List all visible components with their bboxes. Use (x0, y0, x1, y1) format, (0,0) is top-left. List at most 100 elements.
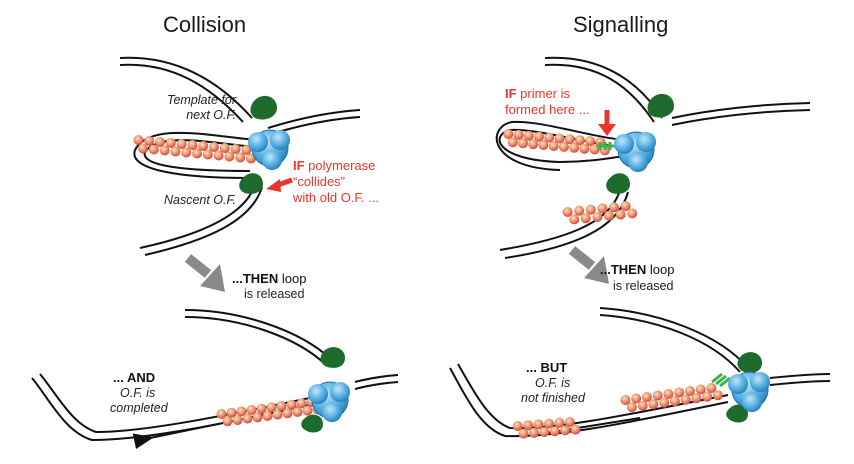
okazaki-bead (597, 203, 608, 214)
okazaki-bead (592, 212, 603, 222)
template-label: Template for (167, 93, 237, 107)
okazaki-bead (564, 134, 575, 145)
helicase-icon (726, 352, 762, 423)
okazaki-bead (691, 393, 702, 404)
okazaki-bead (570, 424, 581, 435)
polymerase-icon (728, 371, 770, 412)
okazaki-bead (684, 386, 695, 396)
okazaki-bead (222, 416, 233, 427)
arrow-icon (184, 254, 225, 292)
okazaki-fragment (503, 129, 610, 156)
okazaki-bead (266, 402, 277, 413)
okazaki-bead (198, 141, 209, 151)
okazaki-bead (569, 214, 580, 225)
collision-result-line2: O.F. is (120, 386, 155, 400)
polymerase-icon (614, 131, 656, 172)
okazaki-bead (155, 137, 165, 147)
okazaki-bead (144, 136, 155, 146)
okazaki-bead (202, 149, 213, 160)
okazaki-fragment (620, 383, 723, 413)
collision-if-line2: “collides” (293, 174, 345, 189)
okazaki-bead (302, 405, 313, 416)
okazaki-bead (213, 150, 224, 161)
okazaki-bead (548, 141, 559, 151)
collision-result-line1: ... AND (113, 370, 155, 385)
okazaki-bead (641, 392, 652, 402)
okazaki-bead (539, 427, 550, 437)
collision-bottom-diagram (31, 309, 399, 450)
okazaki-bead (513, 129, 524, 140)
okazaki-bead (512, 421, 523, 431)
okazaki-bead (523, 130, 534, 141)
okazaki-bead (242, 413, 253, 424)
okazaki-bead (181, 147, 192, 158)
collision-top-diagram (119, 56, 361, 256)
okazaki-bead (224, 151, 235, 162)
helicase-icon (239, 95, 277, 194)
okazaki-bead (569, 142, 580, 153)
okazaki-bead (712, 390, 723, 401)
okazaki-bead (133, 135, 144, 145)
okazaki-bead (533, 419, 544, 430)
okazaki-bead (659, 397, 670, 408)
okazaki-bead (528, 139, 539, 150)
okazaki-bead (282, 408, 293, 419)
signalling-then-line2: is released (613, 279, 673, 293)
okazaki-bead (585, 204, 596, 215)
okazaki-bead (523, 420, 534, 431)
okazaki-bead (626, 402, 637, 413)
okazaki-bead (232, 415, 243, 425)
template-label-2: next O.F. (186, 108, 236, 122)
okazaki-bead (159, 145, 170, 156)
signalling-then-line1: ...THEN loop (600, 262, 674, 277)
okazaki-bead (544, 132, 555, 143)
okazaki-bead (219, 143, 230, 153)
helicase-icon (301, 347, 345, 433)
okazaki-bead (663, 389, 674, 399)
okazaki-bead (272, 409, 283, 420)
okazaki-bead (226, 407, 237, 418)
okazaki-fragment (512, 417, 581, 439)
okazaki-bead (209, 142, 219, 152)
okazaki-bead (549, 426, 560, 437)
okazaki-bead (627, 208, 638, 219)
signalling-if-line2: formed here ... (505, 102, 590, 117)
okazaki-bead (631, 393, 642, 404)
okazaki-bead (286, 399, 297, 410)
signalling-result-line1: ... BUT (526, 360, 567, 375)
okazaki-bead (252, 412, 263, 423)
okazaki-bead (669, 396, 680, 407)
okazaki-bead (165, 138, 176, 148)
okazaki-bead (680, 394, 691, 405)
okazaki-bead (138, 143, 148, 154)
okazaki-bead (538, 140, 549, 151)
arrow-icon (598, 124, 616, 136)
collision-then-line2: is released (244, 287, 304, 301)
okazaki-bead (674, 387, 685, 398)
okazaki-bead (518, 138, 528, 149)
okazaki-bead (574, 205, 585, 216)
okazaki-fragment (562, 201, 638, 225)
polymerase-icon (308, 381, 350, 422)
okazaki-bead (562, 207, 573, 217)
okazaki-bead (604, 210, 614, 221)
okazaki-bead (574, 135, 585, 146)
okazaki-bead (585, 136, 596, 147)
okazaki-bead (534, 131, 544, 142)
okazaki-bead (528, 427, 539, 438)
signalling-bottom-diagram (449, 307, 831, 439)
okazaki-bead (216, 409, 227, 419)
collision-title: Collision (163, 12, 246, 37)
okazaki-bead (599, 145, 610, 156)
okazaki-bead (620, 201, 631, 211)
polymerase-icon (248, 129, 290, 170)
collision-then-line1: ...THEN loop (232, 271, 306, 286)
okazaki-bead (507, 137, 518, 148)
okazaki-bead (256, 403, 267, 414)
okazaki-bead (652, 390, 663, 401)
okazaki-bead (543, 418, 554, 429)
helicase-icon (606, 93, 674, 194)
signalling-if-line1: IF primer is (505, 86, 571, 101)
collision-result-line3: completed (110, 401, 169, 415)
okazaki-bead (564, 417, 575, 427)
